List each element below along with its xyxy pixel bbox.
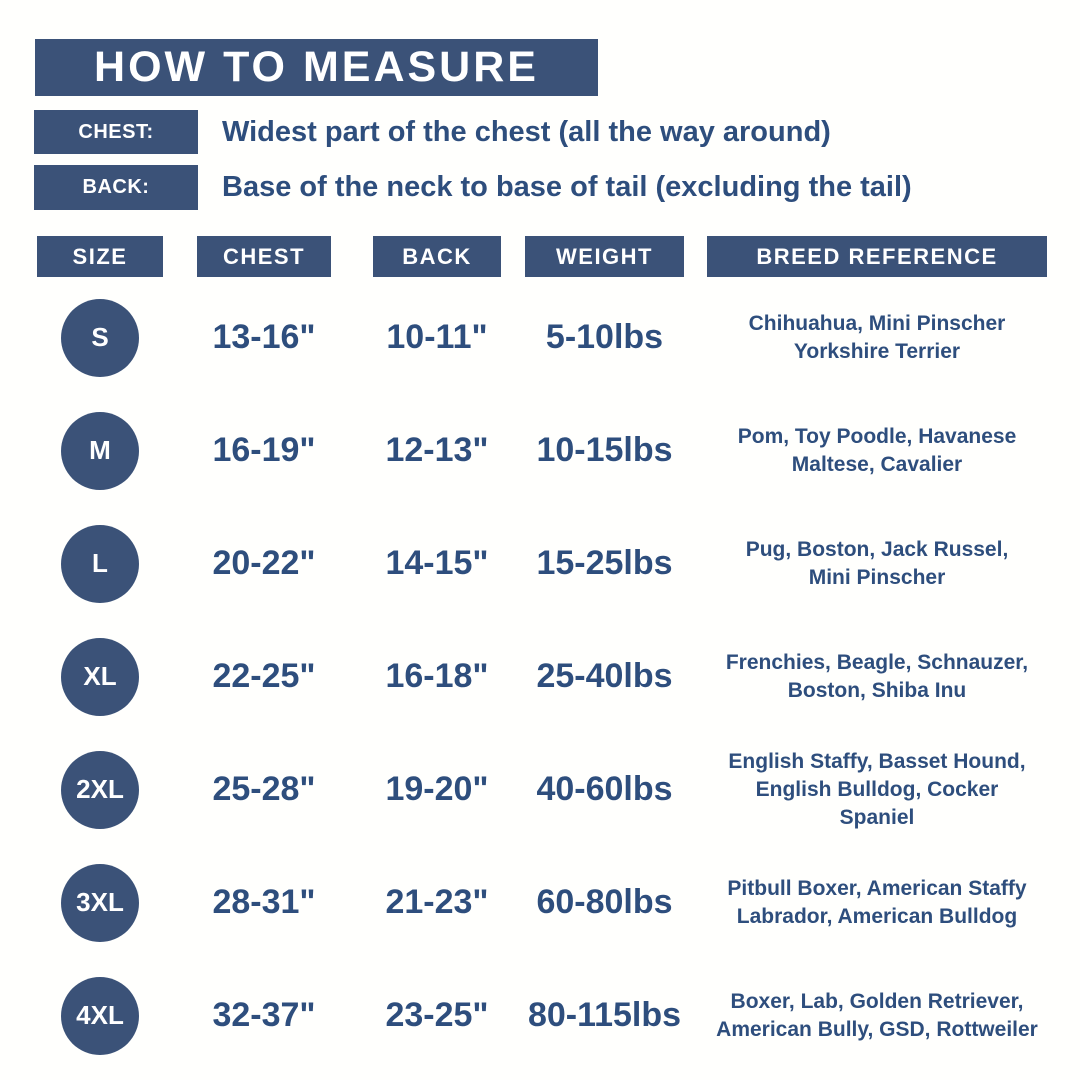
chest-value: 22-25" (212, 657, 316, 695)
header-size: SIZE (37, 236, 163, 277)
header-weight: WEIGHT (525, 236, 684, 277)
table-header-row: SIZE CHEST BACK WEIGHT BREED REFERENCE (37, 236, 1047, 277)
weight-value: 40-60lbs (536, 770, 673, 808)
instruction-row-chest: CHEST: Widest part of the chest (all the… (34, 110, 831, 154)
title-bar: HOW TO MEASURE (35, 39, 598, 96)
breed-reference-text: Chihuahua, Mini Pinscher Yorkshire Terri… (748, 311, 1006, 363)
breed-reference-text: Boxer, Lab, Golden Retriever, American B… (716, 989, 1038, 1041)
size-badge: S (61, 298, 139, 377)
back-value: 21-23" (385, 883, 489, 921)
weight-value: 60-80lbs (536, 883, 673, 921)
chest-value: 13-16" (212, 318, 316, 356)
size-badge: 2XL (61, 750, 139, 829)
back-instruction-text: Base of the neck to base of tail (exclud… (222, 171, 912, 203)
weight-value: 5-10lbs (545, 318, 664, 356)
size-row-s: S 13-16" 10-11" 5-10lbs Chihuahua, Mini … (37, 281, 1047, 394)
size-row-2xl: 2XL 25-28" 19-20" 40-60lbs English Staff… (37, 733, 1047, 846)
back-value: 16-18" (385, 657, 489, 695)
size-row-m: M 16-19" 12-13" 10-15lbs Pom, Toy Poodle… (37, 394, 1047, 507)
back-value: 19-20" (385, 770, 489, 808)
instruction-row-back: BACK: Base of the neck to base of tail (… (34, 165, 912, 210)
back-value: 14-15" (385, 544, 489, 582)
size-row-3xl: 3XL 28-31" 21-23" 60-80lbs Pitbull Boxer… (37, 846, 1047, 959)
size-row-l: L 20-22" 14-15" 15-25lbs Pug, Boston, Ja… (37, 507, 1047, 620)
chest-instruction-text: Widest part of the chest (all the way ar… (222, 115, 831, 148)
breed-reference-text: Pitbull Boxer, American Staffy Labrador,… (727, 876, 1027, 928)
header-back: BACK (373, 236, 501, 277)
size-cell: S (37, 298, 163, 377)
header-chest: CHEST (197, 236, 331, 277)
chest-value: 16-19" (212, 431, 316, 469)
breed-reference-text: English Staffy, Basset Hound, English Bu… (728, 749, 1026, 829)
back-label-badge: BACK: (34, 165, 198, 210)
size-cell: 2XL (37, 750, 163, 829)
size-cell: 4XL (37, 976, 163, 1055)
back-value: 10-11" (386, 318, 488, 356)
size-row-4xl: 4XL 32-37" 23-25" 80-115lbs Boxer, Lab, … (37, 959, 1047, 1072)
back-value: 23-25" (385, 996, 489, 1034)
chest-value: 28-31" (212, 883, 316, 921)
chest-value: 25-28" (212, 770, 316, 808)
page-title: HOW TO MEASURE (94, 43, 539, 91)
chest-value: 20-22" (212, 544, 316, 582)
size-cell: L (37, 524, 163, 603)
size-row-xl: XL 22-25" 16-18" 25-40lbs Frenchies, Bea… (37, 620, 1047, 733)
weight-value: 25-40lbs (536, 657, 673, 695)
size-badge: L (61, 524, 139, 603)
size-badge: M (61, 411, 139, 490)
size-badge: 4XL (61, 976, 139, 1055)
back-value: 12-13" (385, 431, 489, 469)
breed-reference-text: Pug, Boston, Jack Russel, Mini Pinscher (745, 537, 1009, 589)
weight-value: 15-25lbs (536, 544, 673, 582)
size-badge: XL (61, 637, 139, 716)
weight-value: 80-115lbs (527, 996, 682, 1034)
size-table-body: S 13-16" 10-11" 5-10lbs Chihuahua, Mini … (37, 281, 1047, 1072)
size-cell: XL (37, 637, 163, 716)
breed-reference-text: Frenchies, Beagle, Schnauzer, Boston, Sh… (725, 650, 1029, 702)
chest-value: 32-37" (212, 996, 316, 1034)
size-cell: 3XL (37, 863, 163, 942)
size-cell: M (37, 411, 163, 490)
chest-label-badge: CHEST: (34, 110, 198, 154)
breed-reference-text: Pom, Toy Poodle, Havanese Maltese, Caval… (737, 424, 1017, 476)
size-badge: 3XL (61, 863, 139, 942)
header-breed-reference: BREED REFERENCE (707, 236, 1047, 277)
weight-value: 10-15lbs (536, 431, 673, 469)
